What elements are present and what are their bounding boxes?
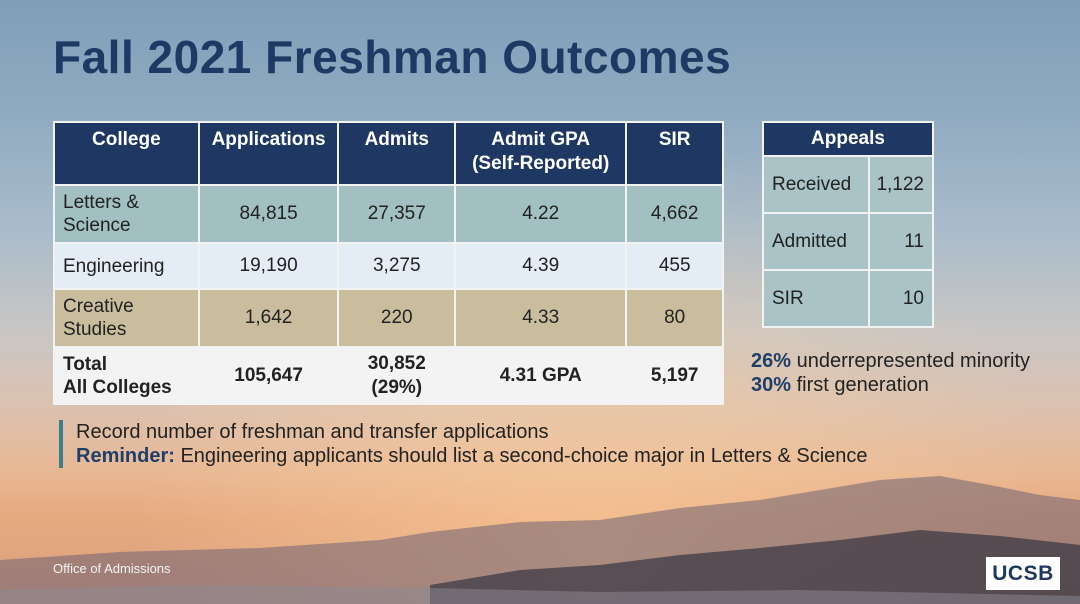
header-admit-gpa-line2: (Self-Reported): [472, 153, 610, 174]
stat-line: 30% first generation: [751, 373, 1030, 397]
note-line: Record number of freshman and transfer a…: [76, 421, 549, 443]
stat-text: first generation: [791, 374, 929, 396]
total-sir-cell: 5,197: [625, 346, 724, 405]
admits-cell: 27,357: [337, 184, 457, 244]
total-admits-value: 30,852: [367, 352, 426, 374]
total-applications-cell: 105,647: [197, 346, 340, 405]
header-admit-gpa: Admit GPA (Self-Reported): [454, 121, 628, 186]
college-cell: Creative Studies: [53, 288, 200, 348]
appeals-row: Admitted 11: [762, 212, 934, 271]
outcomes-table: College Applications Admits Admit GPA (S…: [53, 121, 724, 405]
appeals-label: Admitted: [762, 212, 870, 271]
sir-cell: 455: [625, 242, 724, 290]
total-label-line2: All Colleges: [63, 376, 172, 398]
reminder-label: Reminder:: [76, 445, 175, 467]
total-label-line1: Total: [63, 353, 107, 375]
table-total-row: Total All Colleges 105,647 30,852 (29%) …: [53, 346, 724, 405]
stat-line: 26% underrepresented minority: [751, 349, 1030, 373]
gpa-cell: 4.39: [454, 242, 628, 290]
sir-cell: 80: [625, 288, 724, 348]
applications-cell: 19,190: [197, 242, 340, 290]
total-admits-percent: (29%): [371, 376, 423, 398]
slide-title: Fall 2021 Freshman Outcomes: [53, 31, 732, 83]
demographic-stats: 26% underrepresented minority 30% first …: [751, 349, 1030, 397]
sir-cell: 4,662: [625, 184, 724, 244]
admits-cell: 3,275: [337, 242, 457, 290]
gpa-cell: 4.22: [454, 184, 628, 244]
college-cell: Letters & Science: [53, 184, 200, 244]
appeals-value: 11: [868, 212, 934, 271]
stat-percent: 30%: [751, 374, 792, 396]
college-name-line1: Letters &: [63, 192, 140, 213]
appeals-header-row: Appeals: [762, 121, 934, 157]
college-name-line2: Studies: [63, 319, 127, 340]
appeals-value: 10: [868, 269, 934, 328]
table-row: Engineering 19,190 3,275 4.39 455: [53, 242, 724, 290]
appeals-label: SIR: [762, 269, 870, 328]
header-admit-gpa-line1: Admit GPA: [491, 129, 591, 150]
header-college: College: [53, 121, 200, 186]
appeals-header: Appeals: [762, 121, 934, 157]
college-name-line2: Science: [63, 215, 131, 236]
ucsb-logo: UCSB: [986, 557, 1060, 590]
admits-cell: 220: [337, 288, 457, 348]
table-row: Creative Studies 1,642 220 4.33 80: [53, 288, 724, 348]
header-admits: Admits: [337, 121, 457, 186]
college-cell: Engineering: [53, 242, 200, 290]
table-row: Letters & Science 84,815 27,357 4.22 4,6…: [53, 184, 724, 244]
college-name-line1: Creative: [63, 296, 134, 317]
appeals-table: Appeals Received 1,122 Admitted 11 SIR 1…: [762, 121, 934, 328]
total-label-cell: Total All Colleges: [53, 346, 200, 405]
applications-cell: 1,642: [197, 288, 340, 348]
total-gpa-cell: 4.31 GPA: [454, 346, 628, 405]
stat-percent: 26%: [751, 350, 792, 372]
total-admits-cell: 30,852 (29%): [337, 346, 457, 405]
reminder-text: Engineering applicants should list a sec…: [174, 445, 868, 467]
footer-office-name: Office of Admissions: [53, 561, 171, 576]
header-applications: Applications: [197, 121, 340, 186]
applications-cell: 84,815: [197, 184, 340, 244]
header-sir: SIR: [625, 121, 724, 186]
appeals-row: SIR 10: [762, 269, 934, 328]
appeals-row: Received 1,122: [762, 155, 934, 214]
appeals-label: Received: [762, 155, 870, 214]
stat-text: underrepresented minority: [791, 350, 1031, 372]
gpa-cell: 4.33: [454, 288, 628, 348]
table-header-row: College Applications Admits Admit GPA (S…: [53, 121, 724, 186]
notes-callout: Record number of freshman and transfer a…: [59, 420, 868, 468]
reminder-line: Reminder: Engineering applicants should …: [76, 444, 868, 468]
appeals-value: 1,122: [868, 155, 934, 214]
